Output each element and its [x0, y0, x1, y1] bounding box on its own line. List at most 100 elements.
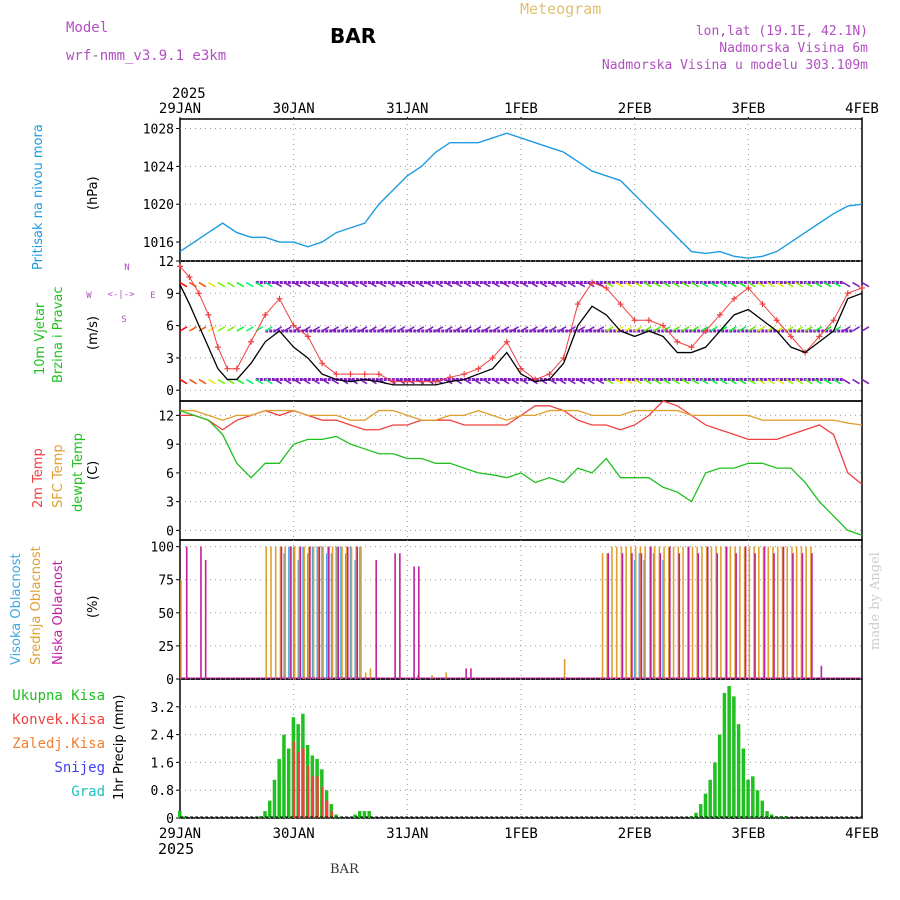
wind-barb: [681, 326, 690, 332]
precip-bar: [277, 758, 281, 818]
wind-barb: [653, 378, 662, 385]
precip-bar: [334, 814, 338, 818]
wind-barb: [615, 378, 624, 385]
wind-barb: [435, 281, 444, 288]
cloud-unit: (%): [86, 596, 101, 619]
y-tick-label-precip: 0: [166, 812, 174, 827]
wind-barb: [425, 326, 434, 332]
precip-bar: [263, 811, 267, 818]
wind-barb: [757, 281, 766, 288]
wind-barb: [662, 378, 671, 385]
cloud-label-low: Niska Oblacnost: [51, 560, 66, 665]
wind-barb: [747, 378, 756, 385]
y-tick-label-pressure: 1028: [143, 122, 174, 137]
wind-barb: [236, 281, 245, 288]
precip-bar: [736, 724, 741, 818]
wind-barb: [226, 281, 235, 288]
wind-barb: [738, 281, 747, 288]
wind-barb: [331, 326, 339, 332]
direction-west: W: [86, 291, 92, 301]
wind-barb: [804, 326, 813, 332]
precip-bar: [182, 816, 187, 818]
wind-barb: [586, 326, 595, 332]
precip-bar: [357, 811, 362, 818]
gust-marker: [446, 374, 453, 381]
wind-barb: [852, 326, 860, 332]
y-tick-label-cloud: 75: [158, 574, 174, 589]
precip-legend-0: Ukupna Kisa: [12, 688, 105, 704]
wind-barb: [454, 326, 463, 332]
precip-bar: [698, 804, 703, 818]
gust-marker: [224, 365, 231, 372]
wind-barb: [321, 326, 330, 332]
wind-barb: [700, 378, 709, 385]
gust-marker: [418, 378, 425, 385]
time-label-bottom: 3FEB: [731, 826, 765, 842]
wind-barb: [530, 326, 538, 332]
precip-bar: [717, 734, 722, 818]
precip-bar: [321, 786, 324, 818]
wind-barb: [691, 281, 699, 288]
wind-barb: [482, 281, 491, 288]
wind-barb: [492, 326, 500, 332]
wind-barb: [567, 378, 576, 385]
wind-barb: [293, 326, 302, 332]
gust-marker: [375, 371, 382, 378]
wind-barb: [681, 378, 690, 385]
gust-marker: [816, 333, 823, 340]
wind-barb: [634, 281, 643, 288]
wind-barb: [463, 281, 472, 288]
model-elevation-label: Nadmorska Visina u modelu 303.109m: [601, 58, 868, 73]
wind-barb: [643, 378, 652, 385]
wind-barb: [274, 378, 283, 385]
meteogram-label: Meteogram: [520, 0, 602, 18]
gust-marker: [205, 311, 212, 318]
wind-barb: [369, 281, 377, 288]
gust-marker: [660, 322, 667, 329]
precip-bar: [746, 779, 750, 818]
precip-bar: [732, 696, 736, 818]
gust-marker: [475, 365, 482, 372]
wind-barb: [331, 378, 339, 385]
wind-barb: [264, 281, 273, 288]
gust-marker: [404, 378, 411, 385]
gust-marker: [589, 279, 596, 286]
wind-barb: [444, 281, 453, 288]
wind-barb: [331, 281, 339, 288]
wind-barb: [416, 326, 425, 332]
time-label-bottom: 4FEB: [845, 826, 879, 842]
precip-legend-1: Konvek.Kisa: [12, 712, 105, 728]
y-tick-label-wind: 9: [166, 287, 174, 302]
wind-barb: [255, 378, 264, 385]
y-tick-label-precip: 2.4: [151, 729, 175, 744]
year-label-bottom: 2025: [158, 840, 194, 858]
wind-barb: [520, 326, 529, 332]
wind-barb: [302, 326, 311, 332]
wind-barb: [634, 326, 643, 332]
y-tick-label-precip: 3.2: [151, 701, 174, 716]
direction-symbol: <-|->: [107, 290, 135, 300]
precip-bar: [286, 748, 291, 818]
wind-barb: [378, 281, 387, 288]
precip-legend-4: Grad: [71, 784, 105, 800]
wind-barb: [842, 281, 851, 288]
elevation-label: Nadmorska Visina 6m: [719, 41, 868, 56]
wind-barb: [226, 378, 235, 385]
wind-barb: [179, 281, 188, 288]
wind-barb: [567, 326, 576, 332]
y-tick-label-wind: 0: [166, 384, 174, 399]
wind-barb: [189, 281, 197, 288]
precip-bar: [713, 762, 717, 818]
wind-barb: [643, 281, 652, 288]
wind-barb: [577, 326, 586, 332]
wind-barb: [653, 326, 662, 332]
gust-marker: [304, 333, 311, 340]
wind-barb: [747, 326, 756, 332]
temp-label-2m: 2m Temp: [31, 448, 46, 508]
wind-barb: [482, 326, 491, 332]
wind-barb: [473, 326, 482, 332]
gust-marker: [347, 371, 354, 378]
y-tick-label-temperature: 6: [166, 467, 174, 482]
wind-barb: [804, 281, 813, 288]
wind-barb: [312, 378, 321, 385]
